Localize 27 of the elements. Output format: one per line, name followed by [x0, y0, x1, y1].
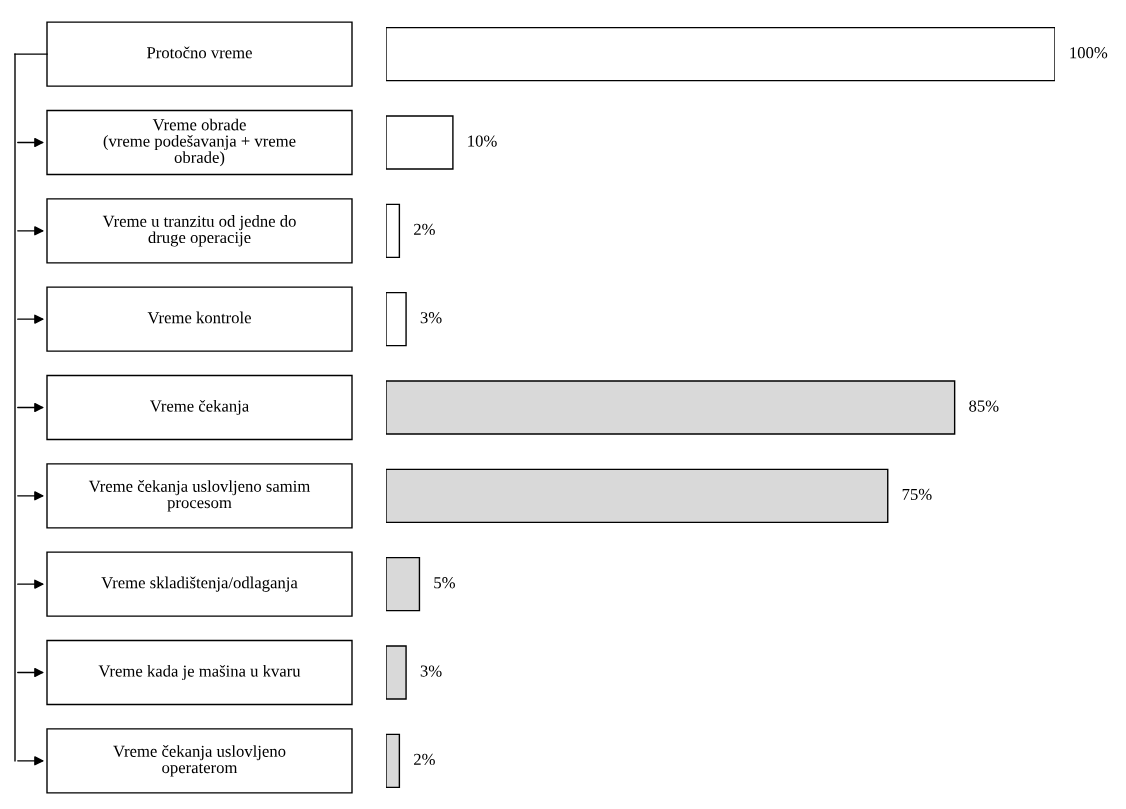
bar: [386, 203, 401, 259]
y-tick-label: Vreme čekanja uslovljeno samim procesom: [88, 480, 311, 512]
bar: [386, 645, 407, 700]
y-tick-label: Vreme čekanja uslovljeno operaterom: [113, 745, 286, 777]
bar: [386, 556, 421, 612]
bar: [386, 115, 454, 170]
bar: [386, 733, 401, 789]
bar: [386, 291, 407, 347]
bar: [386, 380, 956, 435]
data-label: 100%: [1070, 47, 1108, 59]
y-tick-label: Vreme obrade (vreme podešavanja + vreme obrade): [103, 118, 296, 167]
y-tick-label: Vreme u tranzitu od jedne do druge operacije: [102, 215, 296, 247]
data-label: 75%: [902, 488, 932, 501]
y-tick-label: Vreme čekanja: [149, 399, 249, 416]
y-tick-label: Vreme kontrole: [147, 311, 251, 324]
data-label: 3%: [420, 312, 442, 324]
data-label: 2%: [414, 753, 435, 766]
data-label: 2%: [414, 223, 435, 236]
data-label: 3%: [420, 665, 442, 677]
y-tick-label: Vreme skladištenja/odlaganja: [101, 576, 298, 592]
data-label: 10%: [468, 135, 497, 147]
bar: [386, 468, 889, 524]
data-label: 5%: [434, 577, 455, 589]
y-tick-label: Protočno vreme: [146, 46, 252, 59]
y-tick-label: Vreme kada je mašina u kvaru: [98, 664, 301, 681]
bar: [386, 26, 1055, 82]
data-label: 85%: [969, 400, 999, 412]
